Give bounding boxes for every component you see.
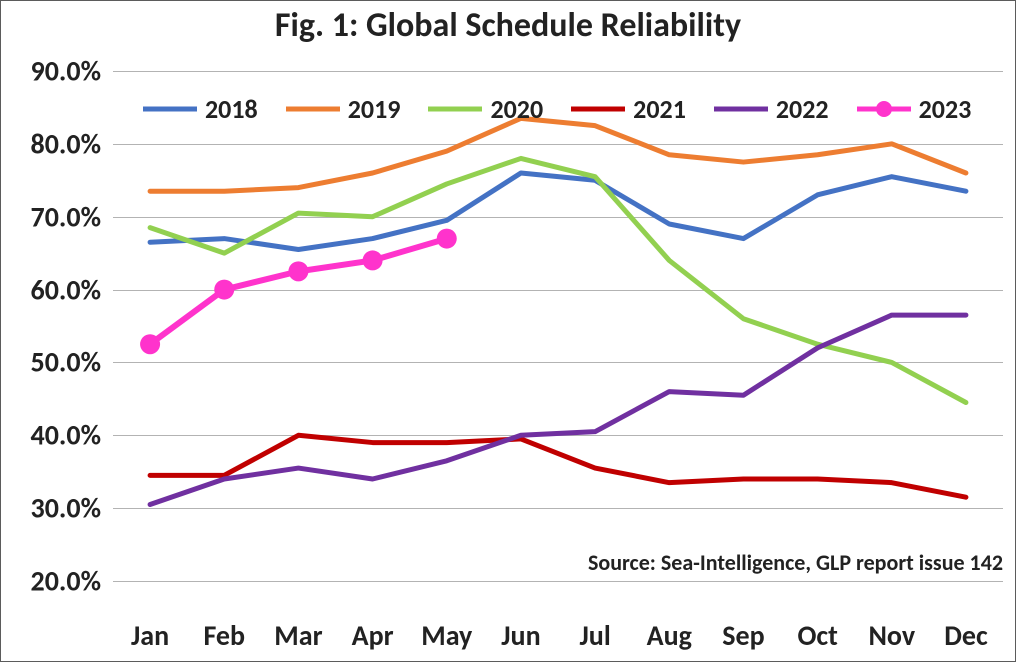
x-axis-label: Dec: [929, 618, 1003, 653]
source-label: Source: Sea-Intelligence, GLP report iss…: [503, 549, 1003, 576]
legend-swatch-2020: [428, 99, 482, 119]
series-line-2022: [150, 315, 966, 504]
chart-title: Fig. 1: Global Schedule Reliability: [1, 5, 1015, 46]
legend-swatch-2019: [286, 99, 340, 119]
legend-item-2018: 2018: [143, 93, 258, 125]
series-marker-2023: [214, 280, 234, 300]
y-axis-label: 60.0%: [1, 272, 101, 307]
y-axis-label: 80.0%: [1, 126, 101, 161]
x-axis-label: Jan: [113, 618, 187, 653]
y-axis-label: 50.0%: [1, 345, 101, 380]
legend-label: 2023: [919, 93, 972, 125]
x-axis-label: Nov: [855, 618, 929, 653]
y-axis-label: 30.0%: [1, 491, 101, 526]
series-line-2019: [150, 118, 966, 191]
series-svg: [113, 71, 1003, 581]
legend-swatch-2018: [143, 99, 197, 119]
legend: 2018 2019 2020 2021 2022 2023: [143, 93, 971, 125]
x-axis-label: Oct: [781, 618, 855, 653]
y-axis-label: 90.0%: [1, 54, 101, 89]
legend-item-2019: 2019: [286, 93, 401, 125]
series-marker-2023: [288, 261, 308, 281]
x-axis-labels: JanFebMarAprMayJunJulAugSepOctNovDec: [113, 618, 1003, 653]
legend-item-2023: 2023: [857, 93, 972, 125]
legend-swatch-2022: [714, 99, 768, 119]
series-marker-2023: [437, 229, 457, 249]
legend-label: 2019: [348, 93, 401, 125]
legend-swatch-2021: [571, 99, 625, 119]
legend-item-2020: 2020: [428, 93, 543, 125]
gridline: [113, 581, 1003, 582]
legend-item-2021: 2021: [571, 93, 686, 125]
x-axis-label: Mar: [261, 618, 335, 653]
legend-item-2022: 2022: [714, 93, 829, 125]
chart-container: Fig. 1: Global Schedule Reliability 20.0…: [0, 0, 1016, 662]
series-line-2021: [150, 435, 966, 497]
x-axis-label: Sep: [706, 618, 780, 653]
x-axis-label: Jun: [484, 618, 558, 653]
y-axis-label: 70.0%: [1, 199, 101, 234]
series-marker-2023: [363, 250, 383, 270]
series-marker-2023: [140, 334, 160, 354]
legend-label: 2021: [633, 93, 686, 125]
plot-area: [113, 71, 1003, 581]
x-axis-label: Aug: [632, 618, 706, 653]
series-line-2018: [150, 173, 966, 250]
y-axis-label: 20.0%: [1, 564, 101, 599]
legend-label: 2018: [205, 93, 258, 125]
y-axis-label: 40.0%: [1, 418, 101, 453]
x-axis-label: Apr: [336, 618, 410, 653]
legend-label: 2022: [776, 93, 829, 125]
series-line-2023: [150, 239, 447, 345]
legend-label: 2020: [490, 93, 543, 125]
x-axis-label: May: [410, 618, 484, 653]
x-axis-label: Feb: [187, 618, 261, 653]
x-axis-label: Jul: [558, 618, 632, 653]
legend-swatch-2023: [857, 99, 911, 119]
